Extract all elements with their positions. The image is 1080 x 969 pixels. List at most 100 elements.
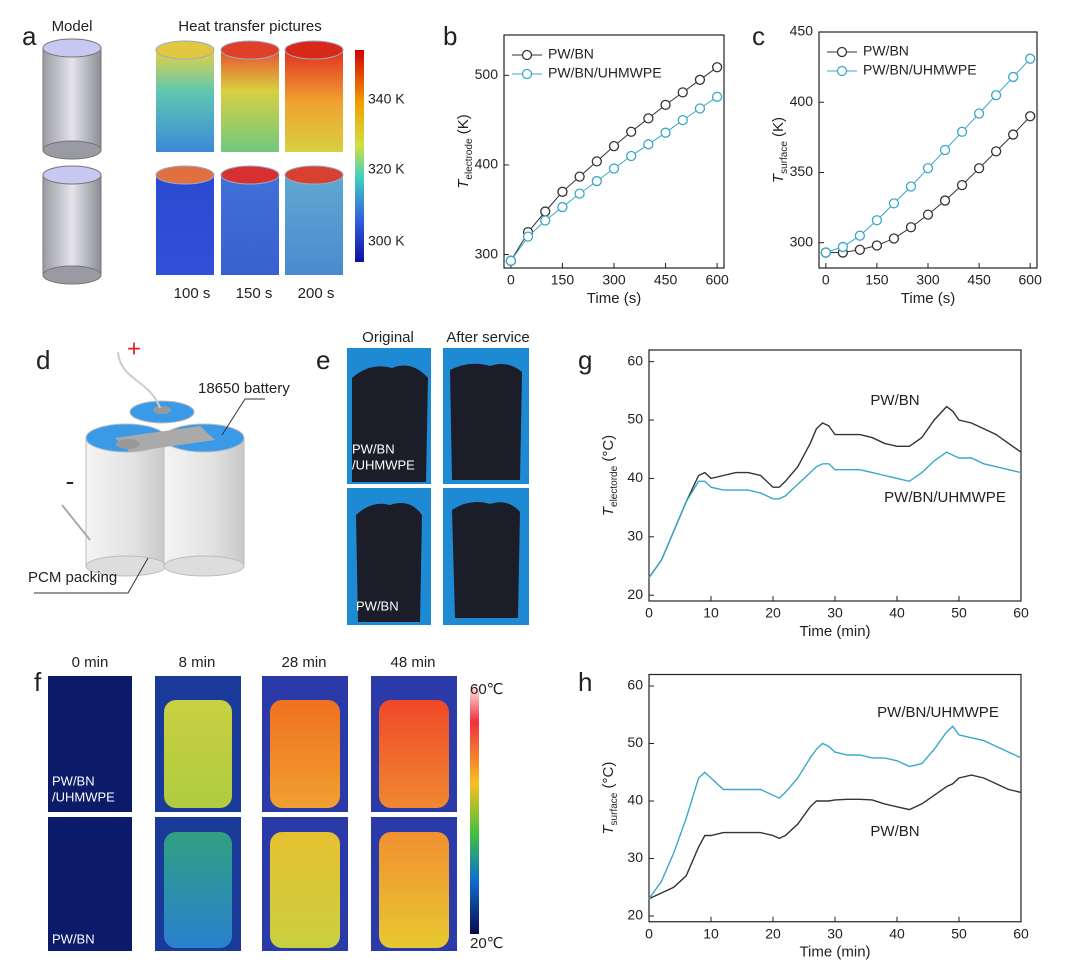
legend-label: PW/BN/UHMWPE [863,62,977,78]
y-tick-label: 50 [627,411,643,427]
panel-label: a [22,21,37,51]
x-axis-label: Time (s) [587,290,641,307]
annotation: PW/BN [870,392,919,409]
marker [1025,111,1036,122]
marker [888,233,900,244]
y-tick-label: 40 [627,792,643,808]
marker [643,139,654,150]
x-tick-label: 60 [1013,925,1029,941]
panel-f: 0 min 8 min 28 min 48 min 60℃ 20℃ PW/BN … [48,654,504,952]
annotation: PW/BN/UHMWPE [877,704,999,721]
colorbar [355,50,364,262]
x-tick-label: 0 [822,272,830,288]
y-tick-label: 350 [790,163,814,179]
y-tick-label: 60 [627,352,643,368]
y-label-unit: (°C) [600,435,617,466]
marker [871,240,883,251]
legend-marker [521,68,533,80]
marker [540,215,551,226]
x-tick-label: 0 [645,925,653,941]
sample-label: /UHMWPE [52,789,115,804]
chart: 20 30 40 50 60 0 10 20 30 40 50 60 Time (min) Tsurfac… [600,673,1029,961]
marker [1025,53,1036,64]
marker [973,108,985,119]
marker [922,163,934,174]
pcm-label: PCM packing [28,569,117,586]
caption: Heat transfer pictures [178,18,321,35]
x-tick-label: 450 [967,272,991,288]
y-axis-label: Telectrode (K) [455,114,475,188]
marker [956,126,968,137]
y-label-symbol: T [770,172,787,183]
marker [677,114,688,126]
marker [660,127,671,138]
panel-label: h [578,667,592,697]
legend-marker [521,49,533,61]
x-tick-label: 50 [951,605,967,621]
marker [905,181,917,192]
x-tick-label: 40 [889,925,905,941]
x-tick-label: 0 [645,605,653,621]
marker [608,140,620,152]
x-tick-label: 10 [703,925,719,941]
marker [939,144,951,156]
x-tick-label: 450 [654,272,678,288]
marker [973,163,985,174]
y-tick-label: 300 [790,233,814,249]
caption: After service [446,329,529,346]
y-label-subscript: electorde [609,465,620,507]
x-tick-label: 150 [865,272,889,288]
x-tick-label: 20 [765,605,781,621]
marker [591,156,602,167]
time-label: 48 min [390,654,435,671]
marker [922,209,934,220]
sample-label: /UHMWPE [352,457,415,472]
sample-label: PW/BN [352,441,395,456]
plus-label: + [127,335,141,362]
y-label-unit: (°C) [600,762,617,793]
y-label-symbol: T [455,178,472,189]
model-cylinders [42,38,102,285]
marker [574,188,585,199]
marker [505,255,517,266]
marker [626,150,637,162]
panel-label: c [752,21,765,51]
y-tick-label: 30 [627,527,643,543]
x-tick-label: 10 [703,605,719,621]
y-tick-label: 400 [790,93,814,109]
series-line [825,58,1031,253]
y-tick-label: 40 [627,469,643,485]
x-tick-label: 0 [507,272,515,288]
y-label-subscript: surface [779,141,790,174]
time-label: 200 s [298,285,335,302]
marker [557,201,568,213]
marker [643,113,654,124]
colorbar-label: 20℃ [470,935,504,952]
chart: 300 400 500 0 150 300 450 600 Time (s) Telectrode… [455,34,729,307]
time-label: 0 min [72,654,109,671]
marker [990,146,1002,157]
panel-a: Model Heat transfer pictures 340 K 320 K… [42,18,405,302]
panel-e: Original After service PW/BN /UHMWPE PW/… [347,329,530,625]
x-axis-label: Time (min) [799,623,870,640]
y-tick-label: 500 [475,66,499,82]
x-tick-label: 30 [827,925,843,941]
x-tick-label: 20 [765,925,781,941]
y-axis-label: Tsurface (K) [770,117,790,183]
marker [694,74,706,85]
series-line [648,405,1022,579]
marker [905,222,917,233]
marker [557,186,568,197]
marker [608,163,620,174]
marker [871,215,883,226]
colorbar-label: 320 K [368,161,405,177]
marker [854,244,866,255]
marker [522,231,534,242]
marker [820,247,831,258]
y-label-subscript: electrode [464,138,475,180]
y-tick-label: 400 [475,156,499,172]
panel-d: + - 18650 battery PCM packing [28,335,290,594]
marker [626,126,637,137]
